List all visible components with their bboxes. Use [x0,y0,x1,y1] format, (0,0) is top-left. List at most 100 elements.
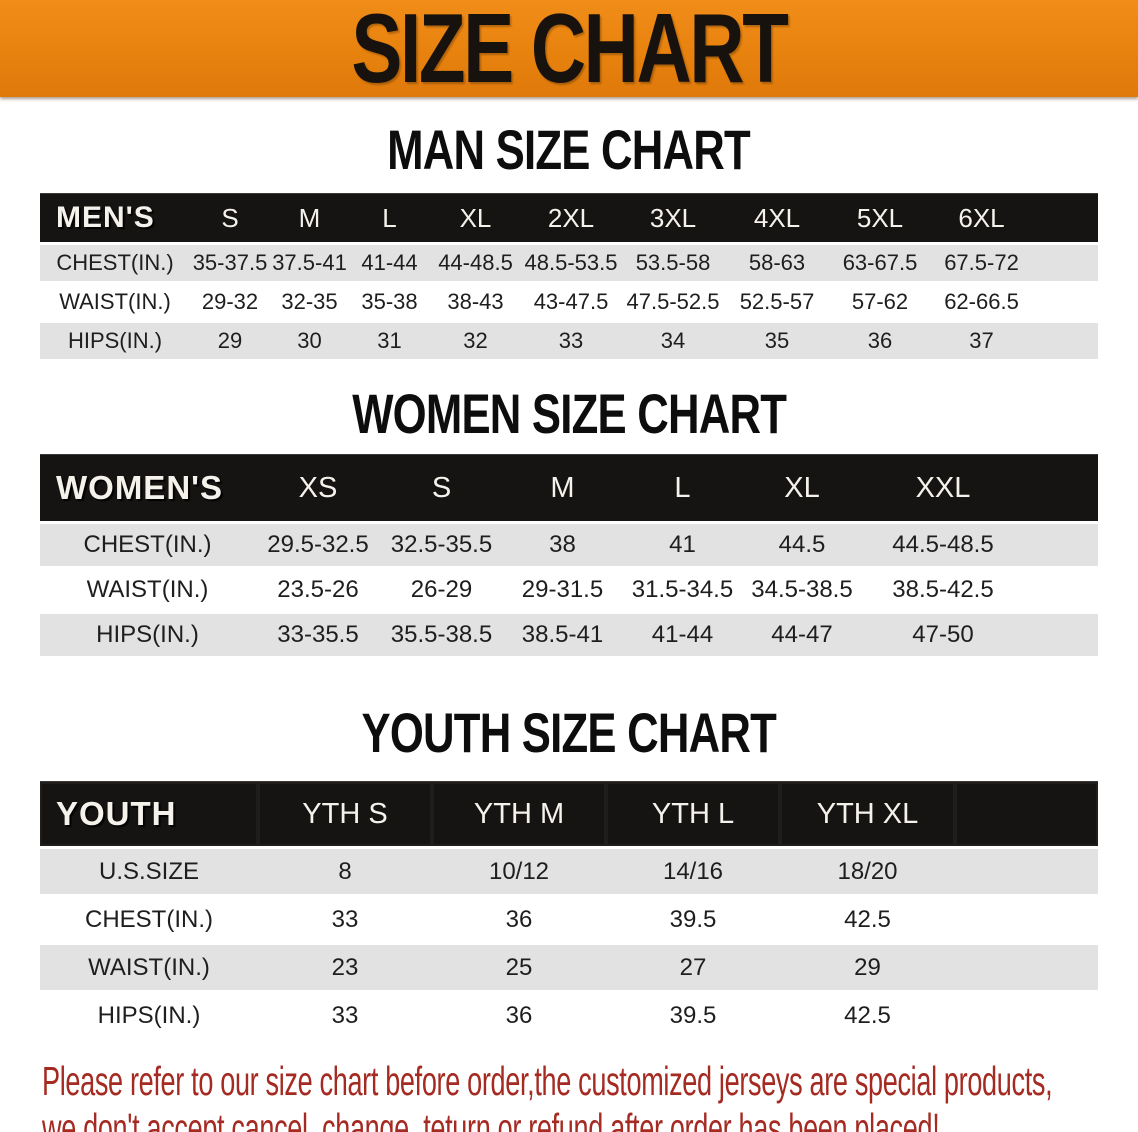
men-col-header-6xl: 6XL [931,193,1032,242]
youth-col-header-yth-m: YTH M [432,781,606,846]
size-value-cell: 38.5-41 [502,614,623,656]
size-chart-banner: SIZE CHART [0,0,1138,97]
men-col-header-4xl: 4XL [725,193,829,242]
youth-col-header-yth-xl: YTH XL [780,781,955,846]
men-size-table: MEN'S S M L XL 2XL 3XL 4XL 5XL 6XL CHEST… [40,190,1098,362]
size-value-cell: 35-37.5 [190,245,270,281]
footer-note-line2: we don't accept cancel, change, teturn o… [42,1105,940,1132]
youth-section-heading-text: YOUTH SIZE CHART [361,701,777,764]
women-col-header-xs: XS [255,454,381,521]
size-value-cell: 18/20 [780,849,955,894]
size-value-cell: 36 [432,897,606,942]
youth-size-table: YOUTH YTH S YTH M YTH L YTH XL U.S.SIZE … [40,778,1098,1041]
size-value-cell: 41-44 [623,614,742,656]
size-value-cell: 39.5 [606,897,780,942]
men-col-header-3xl: 3XL [621,193,725,242]
women-section-heading: WOMEN SIZE CHART [0,382,1138,445]
women-col-header-s: S [381,454,502,521]
women-col-header-m: M [502,454,623,521]
youth-header-spacer [955,781,1098,846]
size-value-cell: 29 [190,323,270,359]
size-value-cell: 30 [270,323,349,359]
row-spacer-cell [1024,569,1098,611]
size-value-cell: 38.5-42.5 [862,569,1024,611]
size-value-cell: 8 [258,849,432,894]
men-section-heading-text: MAN SIZE CHART [387,118,752,181]
size-value-cell: 35 [725,323,829,359]
women-waist-row: WAIST(IN.) 23.5-26 26-29 29-31.5 31.5-34… [40,569,1098,611]
women-table-header-row: WOMEN'S XS S M L XL XXL [40,454,1098,521]
size-value-cell: 14/16 [606,849,780,894]
youth-section-heading: YOUTH SIZE CHART [0,701,1138,764]
youth-waist-row: WAIST(IN.) 23 25 27 29 [40,945,1098,990]
size-value-cell: 33 [258,993,432,1038]
size-value-cell: 41-44 [349,245,430,281]
women-col-header-xxl: XXL [862,454,1024,521]
women-col-header-xl: XL [742,454,862,521]
women-size-section: WOMEN SIZE CHART WOMEN'S XS S M L XL XXL [0,382,1138,659]
size-value-cell: 43-47.5 [521,284,621,320]
size-value-cell: 36 [829,323,931,359]
size-value-cell: 27 [606,945,780,990]
size-value-cell: 47-50 [862,614,1024,656]
size-value-cell: 37 [931,323,1032,359]
row-spacer-cell [1032,323,1098,359]
size-value-cell: 29-32 [190,284,270,320]
row-label-cell: CHEST(IN.) [40,897,258,942]
men-col-header-5xl: 5XL [829,193,931,242]
row-spacer-cell [955,849,1098,894]
size-value-cell: 63-67.5 [829,245,931,281]
men-size-section: MAN SIZE CHART MEN'S S M L XL 2XL 3XL 4X… [0,118,1138,362]
row-spacer-cell [955,897,1098,942]
size-value-cell: 33-35.5 [255,614,381,656]
size-value-cell: 29.5-32.5 [255,524,381,566]
youth-hips-row: HIPS(IN.) 33 36 39.5 42.5 [40,993,1098,1038]
size-value-cell: 62-66.5 [931,284,1032,320]
footer-note: Please refer to our size chart before or… [0,1058,1138,1132]
size-value-cell: 32-35 [270,284,349,320]
youth-col-header-yth-s: YTH S [258,781,432,846]
size-value-cell: 44-47 [742,614,862,656]
size-value-cell: 48.5-53.5 [521,245,621,281]
row-label-cell: WAIST(IN.) [40,284,190,320]
size-value-cell: 38 [502,524,623,566]
size-value-cell: 38-43 [430,284,521,320]
size-value-cell: 42.5 [780,897,955,942]
youth-table-title: YOUTH [40,781,258,846]
size-value-cell: 23 [258,945,432,990]
size-value-cell: 26-29 [381,569,502,611]
size-value-cell: 58-63 [725,245,829,281]
men-table-header-row: MEN'S S M L XL 2XL 3XL 4XL 5XL 6XL [40,193,1098,242]
size-value-cell: 41 [623,524,742,566]
size-value-cell: 25 [432,945,606,990]
row-spacer-cell [1032,284,1098,320]
row-label-cell: HIPS(IN.) [40,323,190,359]
row-spacer-cell [955,993,1098,1038]
women-header-spacer [1024,454,1098,521]
size-value-cell: 37.5-41 [270,245,349,281]
row-spacer-cell [1024,614,1098,656]
men-col-header-l: L [349,193,430,242]
women-hips-row: HIPS(IN.) 33-35.5 35.5-38.5 38.5-41 41-4… [40,614,1098,656]
size-value-cell: 57-62 [829,284,931,320]
size-value-cell: 44-48.5 [430,245,521,281]
size-value-cell: 39.5 [606,993,780,1038]
men-col-header-2xl: 2XL [521,193,621,242]
women-section-heading-text: WOMEN SIZE CHART [351,382,787,445]
row-label-cell: WAIST(IN.) [40,569,255,611]
row-spacer-cell [955,945,1098,990]
men-col-header-m: M [270,193,349,242]
size-value-cell: 32 [430,323,521,359]
men-section-heading: MAN SIZE CHART [0,118,1138,181]
size-value-cell: 31 [349,323,430,359]
page-title: SIZE CHART [351,0,789,103]
men-waist-row: WAIST(IN.) 29-32 32-35 35-38 38-43 43-47… [40,284,1098,320]
row-label-cell: CHEST(IN.) [40,245,190,281]
youth-table-header-row: YOUTH YTH S YTH M YTH L YTH XL [40,781,1098,846]
row-label-cell: HIPS(IN.) [40,614,255,656]
size-value-cell: 53.5-58 [621,245,725,281]
size-value-cell: 34.5-38.5 [742,569,862,611]
men-header-spacer [1032,193,1098,242]
women-chest-row: CHEST(IN.) 29.5-32.5 32.5-35.5 38 41 44.… [40,524,1098,566]
